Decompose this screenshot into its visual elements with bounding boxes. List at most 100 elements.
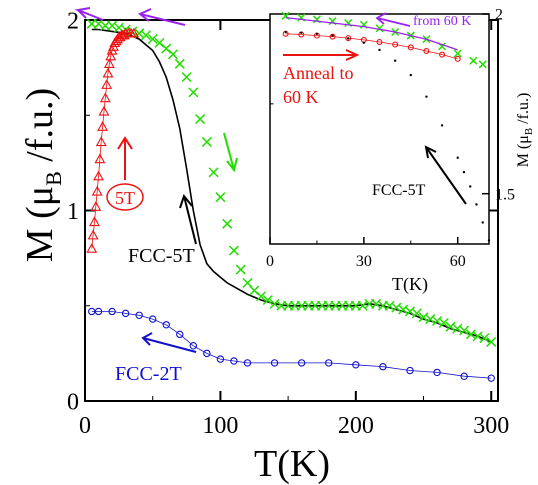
annotation-fcc5t: FCC-5T — [128, 245, 195, 267]
inset-annotation-from60k: from 60 K — [413, 14, 471, 29]
inset-series0-point — [469, 56, 478, 65]
inset-y-tick-label: 2 — [495, 7, 503, 24]
main-series1-point — [411, 308, 422, 319]
main-series1-point — [432, 315, 443, 327]
annotation-purple-arrow-main — [138, 8, 186, 26]
main-series1-point — [262, 295, 273, 306]
inset-series0-point — [478, 60, 487, 69]
annotation-fcc5t-arrow — [179, 193, 197, 245]
inset-series3-point — [475, 203, 478, 206]
main-series1-point — [174, 58, 185, 69]
main-series1-point — [357, 300, 368, 311]
main-series1-point — [479, 333, 490, 344]
inset-annotation-fcc5t-arrow — [424, 145, 467, 205]
annotation-fcc2t: FCC-2T — [115, 363, 182, 385]
inset-series-line — [285, 16, 458, 51]
main-series2-point — [86, 242, 98, 253]
main-x-tick-label: 100 — [202, 413, 238, 439]
annotation-5t-ellipse — [106, 183, 144, 211]
inset-plot-series — [281, 11, 491, 242]
main-y-axis-label-mu: μ — [19, 186, 61, 206]
main-series2-point — [105, 50, 117, 61]
main-series1-point — [465, 329, 476, 340]
main-y-axis-label: M (μB /f.u.) — [19, 88, 66, 262]
annotation-fcc2t-arrow — [141, 332, 197, 353]
inset-series3-point — [456, 156, 459, 159]
main-y-axis-label-post: /f.u.) — [19, 88, 61, 171]
main-x-tick-label: 200 — [338, 413, 374, 439]
main-series2-point — [102, 67, 114, 78]
main-series-line — [91, 28, 492, 343]
main-series1-point — [167, 49, 179, 60]
main-series1-point — [215, 192, 226, 203]
inset-series3-point — [284, 30, 287, 34]
main-series3-point — [189, 342, 198, 350]
main-y-tick-label: 1 — [67, 199, 79, 225]
inset-series3-point — [425, 95, 428, 98]
inset-series3-point — [409, 73, 412, 77]
inset-plot-frame — [269, 13, 490, 245]
main-series1-point — [107, 20, 118, 31]
annotation-5t: 5T — [115, 188, 135, 208]
main-y-axis-label-sub: B — [41, 171, 66, 186]
inset-x-tick-label: 0 — [266, 253, 274, 270]
main-series1-point — [235, 264, 246, 275]
main-series2-point — [128, 27, 140, 38]
inset-series3-point — [378, 48, 381, 52]
main-series1-point — [256, 291, 267, 302]
main-series1-point — [438, 317, 449, 328]
inset-annotation-fcc5t: FCC-5T — [372, 182, 426, 199]
main-series1-point — [472, 331, 483, 342]
inset-series3-point — [440, 124, 444, 127]
main-series1-point — [181, 72, 192, 83]
annotation-5t-arrow — [117, 136, 133, 180]
annotation-green-arrow — [223, 132, 238, 173]
main-series1-point — [201, 136, 212, 147]
main-series2-connector — [91, 32, 134, 249]
main-series1-point — [140, 30, 151, 41]
main-series1-point — [418, 312, 429, 323]
main-series3-point — [121, 309, 130, 318]
inset-series3-point — [331, 34, 334, 37]
main-series1-point — [398, 304, 409, 315]
inset-series2-point — [454, 55, 461, 62]
inset-y-axis-label: M (μB /f.u.) — [515, 93, 535, 168]
inset-series3-point — [315, 32, 319, 35]
main-series1-point — [445, 321, 456, 332]
main-series3-point — [203, 349, 211, 358]
main-series1-point — [188, 87, 199, 98]
main-series1-point — [147, 34, 158, 45]
inset-series2-point — [392, 41, 399, 48]
inset-y-axis-label-post: /f.u.) — [515, 93, 532, 128]
inset-y-axis-label-sub: B — [523, 128, 535, 135]
inset-series0-point — [453, 49, 462, 58]
inset-series3-point — [487, 239, 491, 242]
main-series2-point — [103, 58, 115, 68]
main-series3-point — [135, 311, 143, 319]
inset-series2-point — [423, 48, 430, 55]
inset-y-axis-label-mu: μ — [515, 135, 532, 144]
inset-annotation-from60k-arrow — [375, 12, 411, 27]
main-series1-point — [269, 298, 280, 309]
inset-x-axis-label: T(K) — [392, 274, 428, 295]
inset-annotation-anneal-line2: 60 K — [283, 87, 319, 107]
main-series1-point — [404, 306, 416, 317]
main-y-tick-label: 0 — [67, 389, 79, 415]
main-series1-point — [459, 325, 470, 336]
main-series1-point — [371, 298, 382, 309]
main-series3-connector — [91, 311, 492, 379]
main-series3-point — [149, 315, 157, 323]
main-series1-point — [228, 245, 239, 256]
main-series1-point — [452, 323, 463, 334]
inset-series3-point — [347, 37, 350, 40]
main-series3-point — [230, 357, 238, 365]
main-series3-point — [216, 355, 225, 363]
inset-annotation-anneal-line1: Anneal to — [283, 63, 353, 83]
inset-series3-point — [362, 41, 366, 44]
inset-y-axis-label-pre: M ( — [515, 144, 532, 168]
main-y-axis-label-pre: M ( — [19, 206, 61, 262]
main-series1-point — [425, 314, 436, 325]
main-series1-point — [195, 114, 206, 125]
main-series1-point — [134, 28, 145, 39]
